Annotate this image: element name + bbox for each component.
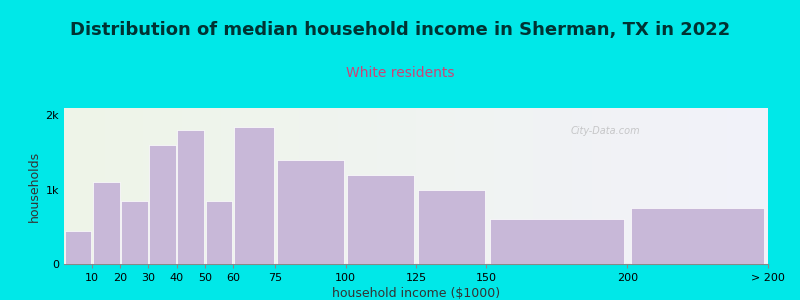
Text: Distribution of median household income in Sherman, TX in 2022: Distribution of median household income … (70, 21, 730, 39)
Bar (490, 219, 624, 264)
Y-axis label: households: households (28, 150, 42, 222)
Bar (121, 201, 148, 264)
Bar (65, 231, 91, 264)
Bar (347, 175, 414, 264)
Bar (630, 208, 765, 264)
X-axis label: household income ($1000): household income ($1000) (332, 287, 500, 300)
Bar (149, 145, 176, 264)
Bar (93, 182, 120, 264)
Bar (277, 160, 344, 264)
Bar (418, 190, 485, 264)
Text: White residents: White residents (346, 66, 454, 80)
Text: City-Data.com: City-Data.com (571, 126, 641, 136)
Bar (206, 201, 232, 264)
Bar (234, 127, 274, 264)
Bar (178, 130, 204, 264)
